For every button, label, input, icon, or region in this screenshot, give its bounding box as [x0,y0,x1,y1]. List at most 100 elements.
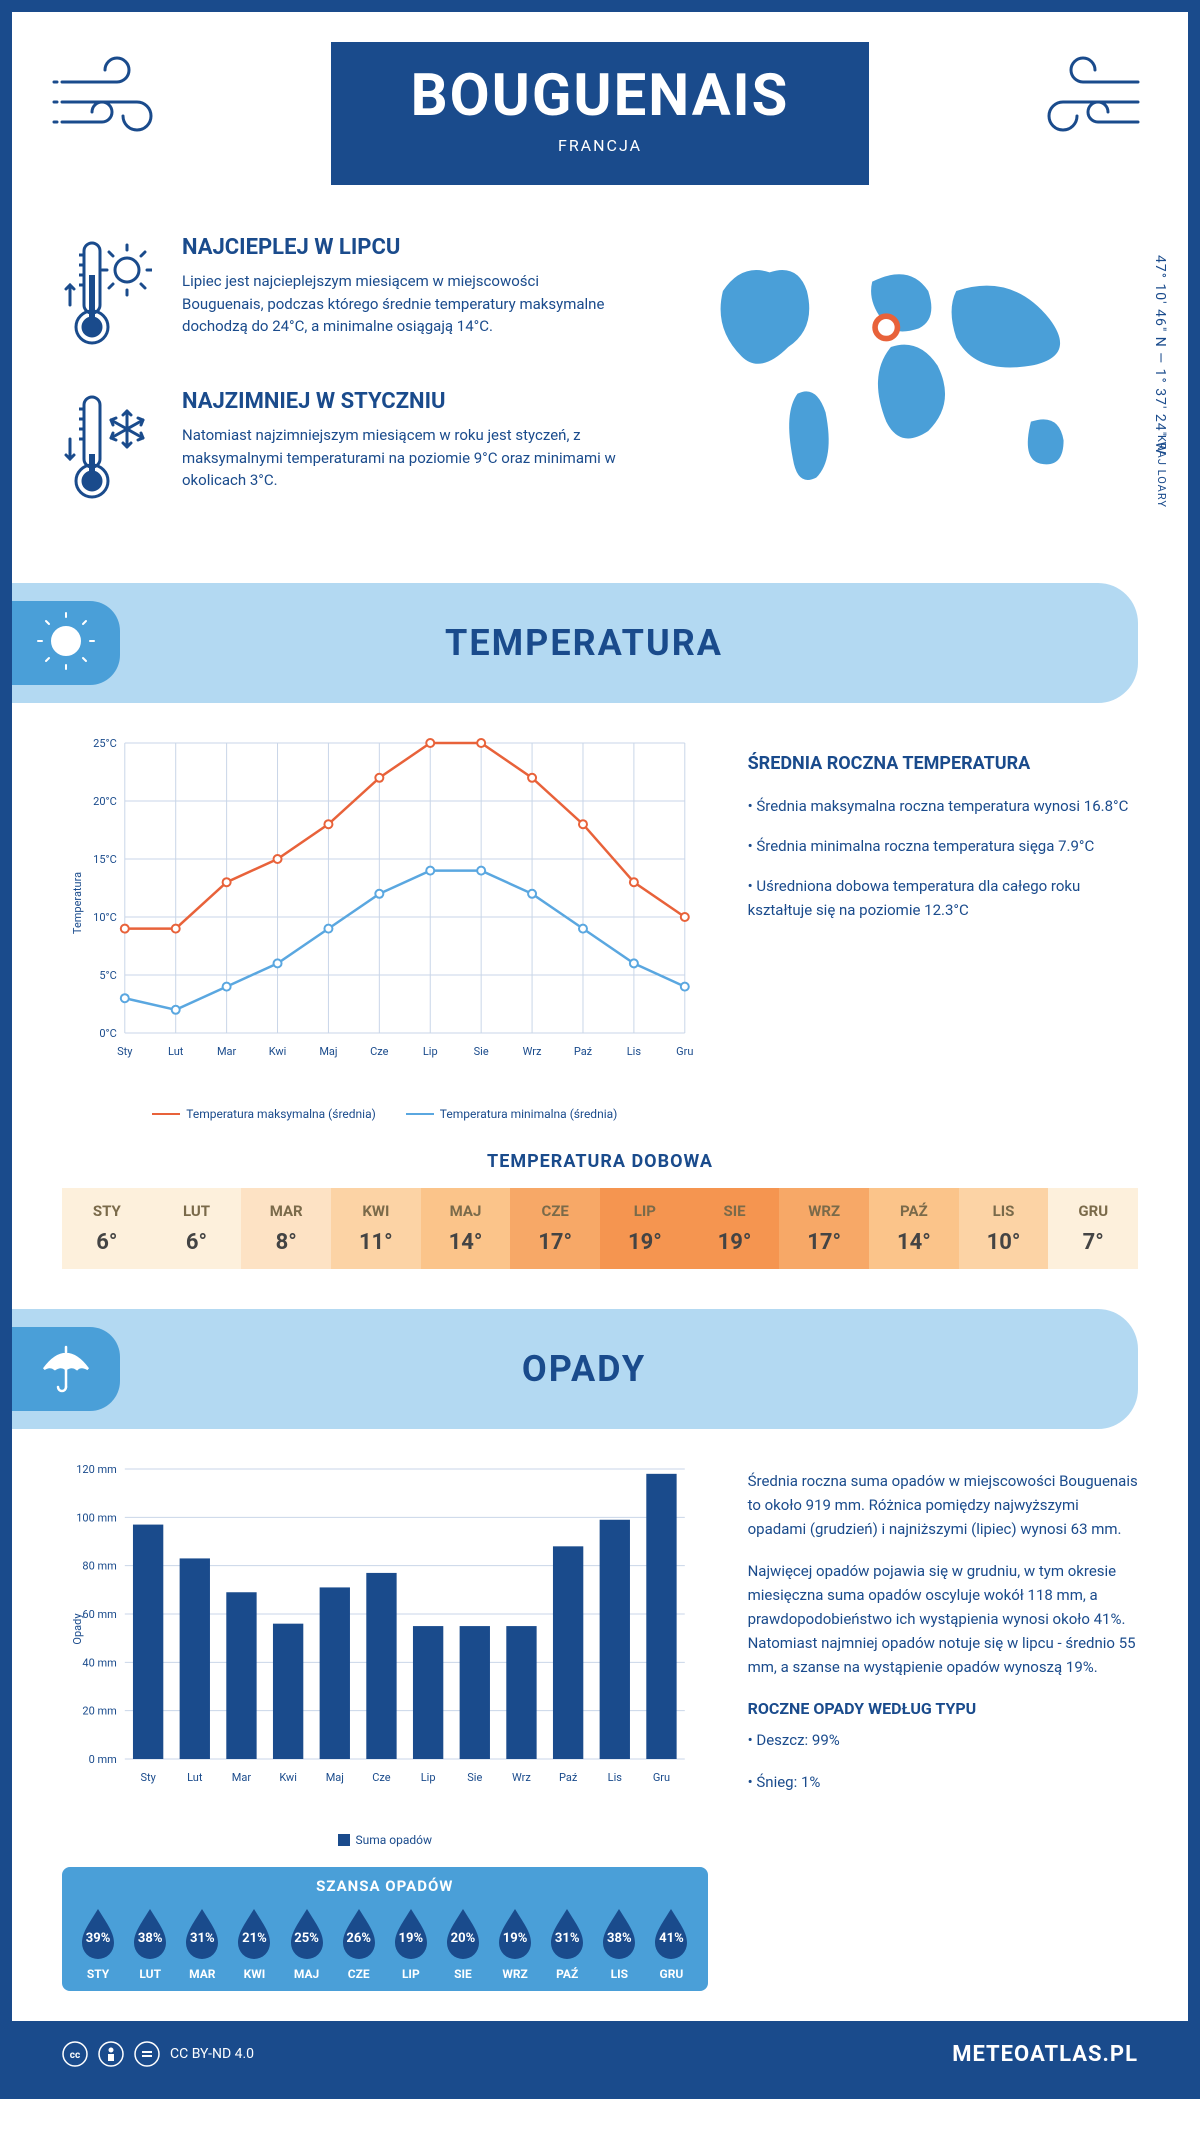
thermometer-cold-icon [62,389,162,513]
daily-temp-title: TEMPERATURA DOBOWA [62,1151,1138,1172]
chance-percent: 26% [335,1931,383,1946]
title-banner: BOUGUENAIS FRANCJA [331,42,870,185]
svg-text:Lip: Lip [421,1771,436,1784]
precipitation-summary: Średnia roczna suma opadów w miejscowośc… [748,1459,1138,1991]
city-name: BOUGUENAIS [411,62,790,130]
raindrop-icon: 19% [491,1905,539,1961]
svg-text:Kwi: Kwi [279,1771,297,1784]
temp-info-b1: • Średnia maksymalna roczna temperatura … [748,794,1138,818]
daily-temp-value: 19° [690,1230,780,1255]
daily-temp-month: CZE [510,1202,600,1220]
umbrella-icon [12,1327,120,1411]
raindrop-icon: 41% [647,1905,695,1961]
by-icon [98,2041,124,2067]
cc-icon: cc [62,2041,88,2067]
daily-temp-cell: STY6° [62,1188,152,1269]
daily-temp-cell: LUT 6° [152,1188,242,1269]
section-banner-temperature: TEMPERATURA [12,583,1138,703]
chance-percent: 19% [491,1931,539,1946]
svg-text:cc: cc [70,2050,80,2061]
chance-cell: 41% GRU [647,1905,695,1981]
daily-temp-cell: PAŹ14° [869,1188,959,1269]
daily-temp-value: 6° [152,1230,242,1255]
warmest-title: NAJCIEPLEJ W LIPCU [182,235,622,260]
svg-text:Paź: Paź [559,1771,578,1784]
svg-text:60 mm: 60 mm [82,1608,116,1621]
daily-temp-value: 17° [779,1230,869,1255]
daily-temp-value: 10° [959,1230,1049,1255]
coordinates: 47° 10' 46" N — 1° 37' 24" W [1152,255,1168,455]
coldest-text: Natomiast najzimniejszym miesiącem w rok… [182,424,622,492]
svg-text:Kwi: Kwi [269,1045,287,1058]
legend-max-label: Temperatura maksymalna (średnia) [186,1107,376,1121]
daily-temp-month: LIS [959,1202,1049,1220]
thermometer-hot-icon [62,235,162,359]
svg-text:Lip: Lip [423,1045,438,1058]
legend-sum-label: Suma opadów [356,1833,433,1847]
svg-text:Wrz: Wrz [512,1771,531,1784]
precipitation-chance-strip: SZANSA OPADÓW 39% STY 38% LUT 31% MAR 21… [62,1867,708,1991]
svg-text:Cze: Cze [372,1771,391,1784]
raindrop-icon: 19% [387,1905,435,1961]
chance-percent: 20% [439,1931,487,1946]
chance-cell: 31% MAR [178,1905,226,1981]
precip-by-type-title: ROCZNE OPADY WEDŁUG TYPU [748,1699,1138,1718]
footer: cc CC BY-ND 4.0 METEOATLAS.PL [12,2021,1188,2087]
svg-text:Sty: Sty [140,1771,156,1784]
svg-text:120 mm: 120 mm [76,1463,117,1476]
chance-percent: 19% [387,1931,435,1946]
chance-cell: 25% MAJ [283,1905,331,1981]
nd-icon [134,2041,160,2067]
page: BOUGUENAIS FRANCJA [0,0,1200,2099]
svg-text:10°C: 10°C [93,911,117,924]
daily-temp-cell: LIP19° [600,1188,690,1269]
svg-text:Sty: Sty [117,1045,133,1058]
chance-cell: 20% SIE [439,1905,487,1981]
temperature-line-chart: 0°C5°C10°C15°C20°C25°CStyLutMarKwiMajCze… [62,733,708,1121]
daily-temp-value: 8° [241,1230,331,1255]
daily-temp-month: LIP [600,1202,690,1220]
chance-cell: 38% LIS [595,1905,643,1981]
daily-temp-cell: KWI11° [331,1188,421,1269]
svg-text:Gru: Gru [676,1045,693,1058]
raindrop-icon: 38% [595,1905,643,1961]
chance-month: STY [74,1967,122,1981]
coldest-title: NAJZIMNIEJ W STYCZNIU [182,389,622,414]
chance-month: WRZ [491,1967,539,1981]
chance-percent: 38% [126,1931,174,1946]
svg-text:15°C: 15°C [93,853,117,866]
svg-text:Gru: Gru [653,1771,670,1784]
chance-percent: 39% [74,1931,122,1946]
footer-license: cc CC BY-ND 4.0 [62,2041,254,2067]
daily-temp-value: 7° [1048,1230,1138,1255]
daily-temp-cell: CZE17° [510,1188,600,1269]
chance-month: KWI [230,1967,278,1981]
daily-temp-month: LUT [152,1202,242,1220]
svg-text:Mar: Mar [232,1771,252,1784]
license-text: CC BY-ND 4.0 [170,2046,254,2062]
daily-temp-cell: MAJ14° [421,1188,511,1269]
chance-percent: 31% [178,1931,226,1946]
svg-text:Wrz: Wrz [523,1045,542,1058]
temp-info-b3: • Uśredniona dobowa temperatura dla całe… [748,874,1138,922]
chance-cell: 21% KWI [230,1905,278,1981]
chance-month: PAŹ [543,1967,591,1981]
warmest-block: NAJCIEPLEJ W LIPCU Lipiec jest najcieple… [62,235,622,359]
daily-temp-cell: SIE19° [690,1188,780,1269]
svg-text:20 mm: 20 mm [82,1705,116,1718]
daily-temp-month: STY [62,1202,152,1220]
section-title-precipitation: OPADY [150,1348,1138,1390]
raindrop-icon: 26% [335,1905,383,1961]
raindrop-icon: 20% [439,1905,487,1961]
warmest-text: Lipiec jest najcieplejszym miesiącem w m… [182,270,622,338]
raindrop-icon: 25% [283,1905,331,1961]
precip-rain: • Deszcz: 99% [748,1728,1138,1752]
svg-text:Maj: Maj [326,1771,344,1784]
svg-text:20°C: 20°C [93,795,117,808]
wind-icon [52,52,192,156]
svg-text:100 mm: 100 mm [76,1511,117,1524]
temperature-legend: Temperatura maksymalna (średnia) Tempera… [62,1107,708,1121]
chance-percent: 31% [543,1931,591,1946]
chance-percent: 25% [283,1931,331,1946]
chance-month: CZE [335,1967,383,1981]
